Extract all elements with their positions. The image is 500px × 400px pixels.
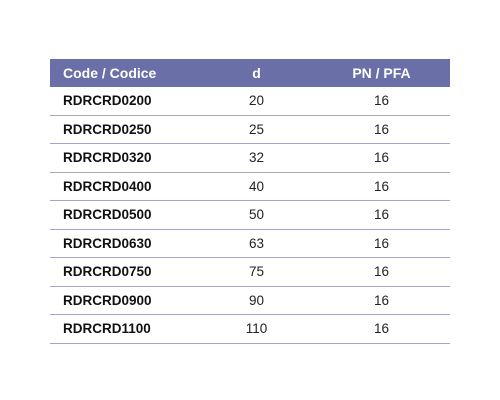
header-cell: PN / PFA	[352, 65, 411, 81]
table-cell: 63	[248, 235, 265, 251]
table-cell: 16	[373, 235, 390, 251]
table-cell: RDRCRD0250	[63, 121, 152, 137]
table-row: RDRCRD1100 110 16	[50, 315, 450, 344]
table-cell: 40	[248, 178, 265, 194]
table-row: RDRCRD0400 40 16	[50, 173, 450, 201]
table-cell: 16	[373, 264, 390, 280]
table-cell: RDRCRD1100	[63, 321, 151, 337]
table-row: RDRCRD0500 50 16	[50, 201, 450, 230]
header-cell: d	[252, 65, 261, 81]
table-row: RDRCRD0200 20 16	[50, 87, 450, 116]
table-cell: RDRCRD0750	[63, 264, 152, 280]
table-cell: 25	[248, 121, 265, 137]
table-cell: 110	[245, 321, 268, 337]
table-cell: 16	[373, 321, 390, 337]
table-cell: RDRCRD0500	[63, 207, 152, 223]
table-cell: 16	[373, 150, 390, 166]
table-cell: 16	[373, 121, 390, 137]
table-cell: 16	[373, 292, 390, 308]
table-cell: RDRCRD0320	[63, 150, 152, 166]
table-cell: RDRCRD0630	[63, 235, 152, 251]
table-cell: 32	[248, 150, 265, 166]
header-cell: Code / Codice	[63, 65, 157, 81]
table-row: RDRCRD0630 63 16	[50, 230, 450, 258]
table-cell: 20	[248, 93, 265, 109]
table-cell: RDRCRD0400	[63, 178, 152, 194]
table-row: RDRCRD0320 32 16	[50, 144, 450, 173]
table-cell: 16	[373, 178, 390, 194]
table-row: RDRCRD0900 90 16	[50, 287, 450, 315]
table-row: RDRCRD0250 25 16	[50, 116, 450, 144]
header-row: Code / Codice d PN / PFA	[50, 59, 450, 87]
table-cell: 50	[248, 207, 265, 223]
table-cell: 75	[248, 264, 265, 280]
table-cell: RDRCRD0900	[63, 292, 152, 308]
table-cell: 16	[373, 93, 390, 109]
table-row: RDRCRD0750 75 16	[50, 258, 450, 287]
table-cell: RDRCRD0200	[63, 93, 152, 109]
table-cell: 90	[248, 292, 265, 308]
table-cell: 16	[373, 207, 390, 223]
product-table: Code / Codice d PN / PFA RDRCRD0200 20 16 RDRC…	[50, 59, 450, 344]
